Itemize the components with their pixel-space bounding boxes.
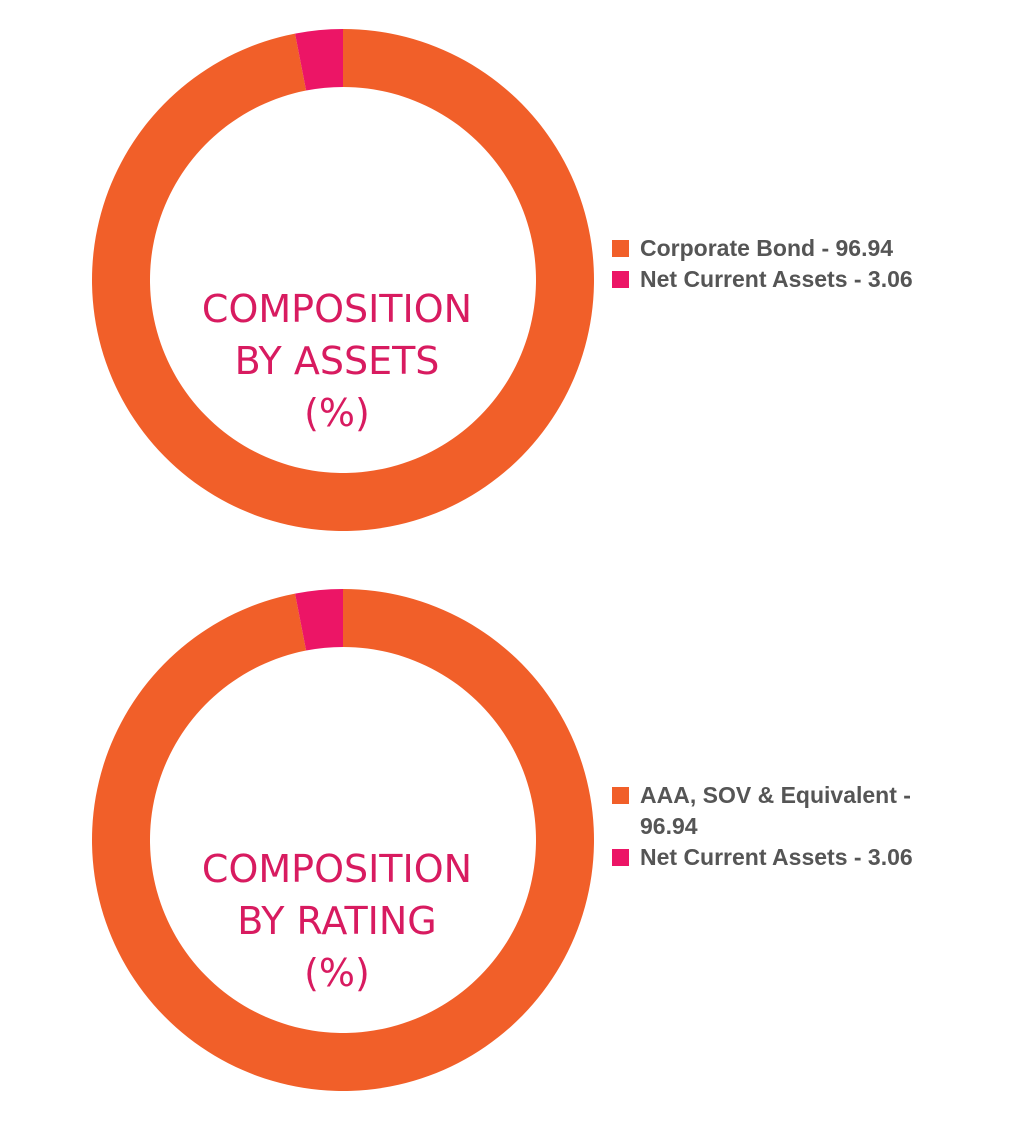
- legend-swatch-orange: [612, 240, 629, 257]
- center-title-line-2: BY ASSETS: [235, 339, 440, 383]
- center-title-line-3: (%): [304, 951, 370, 995]
- legend-assets: Corporate Bond - 96.94 Net Current Asset…: [612, 233, 942, 295]
- donut-rating-slices: [92, 589, 595, 1091]
- composition-by-assets-chart: COMPOSITION BY ASSETS (%) Corporate Bond…: [0, 0, 1012, 560]
- legend-item: Corporate Bond - 96.94: [612, 233, 942, 264]
- donut-slice-1: [295, 29, 343, 91]
- legend-label: Net Current Assets - 3.06: [640, 844, 913, 870]
- legend-item: Net Current Assets - 3.06: [612, 264, 942, 295]
- legend-label: AAA, SOV & Equivalent - 96.94: [640, 782, 911, 839]
- legend-label: Net Current Assets - 3.06: [640, 266, 913, 292]
- center-title-line-2: BY RATING: [237, 899, 436, 943]
- donut-assets: COMPOSITION BY ASSETS (%): [92, 29, 595, 532]
- center-title-line-1: COMPOSITION: [202, 847, 472, 891]
- legend-swatch-magenta: [612, 271, 629, 288]
- legend-item: AAA, SOV & Equivalent - 96.94: [612, 780, 942, 842]
- legend-item: Net Current Assets - 3.06: [612, 842, 942, 873]
- donut-slice-0: [92, 29, 595, 532]
- donut-slice-0: [92, 589, 595, 1091]
- donut-slice-1: [295, 589, 343, 651]
- legend-rating: AAA, SOV & Equivalent - 96.94 Net Curren…: [612, 780, 942, 873]
- donut-assets-slices: [92, 29, 595, 532]
- donut-rating: COMPOSITION BY RATING (%): [92, 589, 595, 1091]
- center-title-line-3: (%): [304, 391, 370, 435]
- center-title-line-1: COMPOSITION: [202, 287, 472, 331]
- legend-label: Corporate Bond - 96.94: [640, 235, 894, 261]
- legend-swatch-magenta: [612, 849, 629, 866]
- composition-by-rating-chart: COMPOSITION BY RATING (%) AAA, SOV & Equ…: [0, 560, 1012, 1120]
- legend-swatch-orange: [612, 787, 629, 804]
